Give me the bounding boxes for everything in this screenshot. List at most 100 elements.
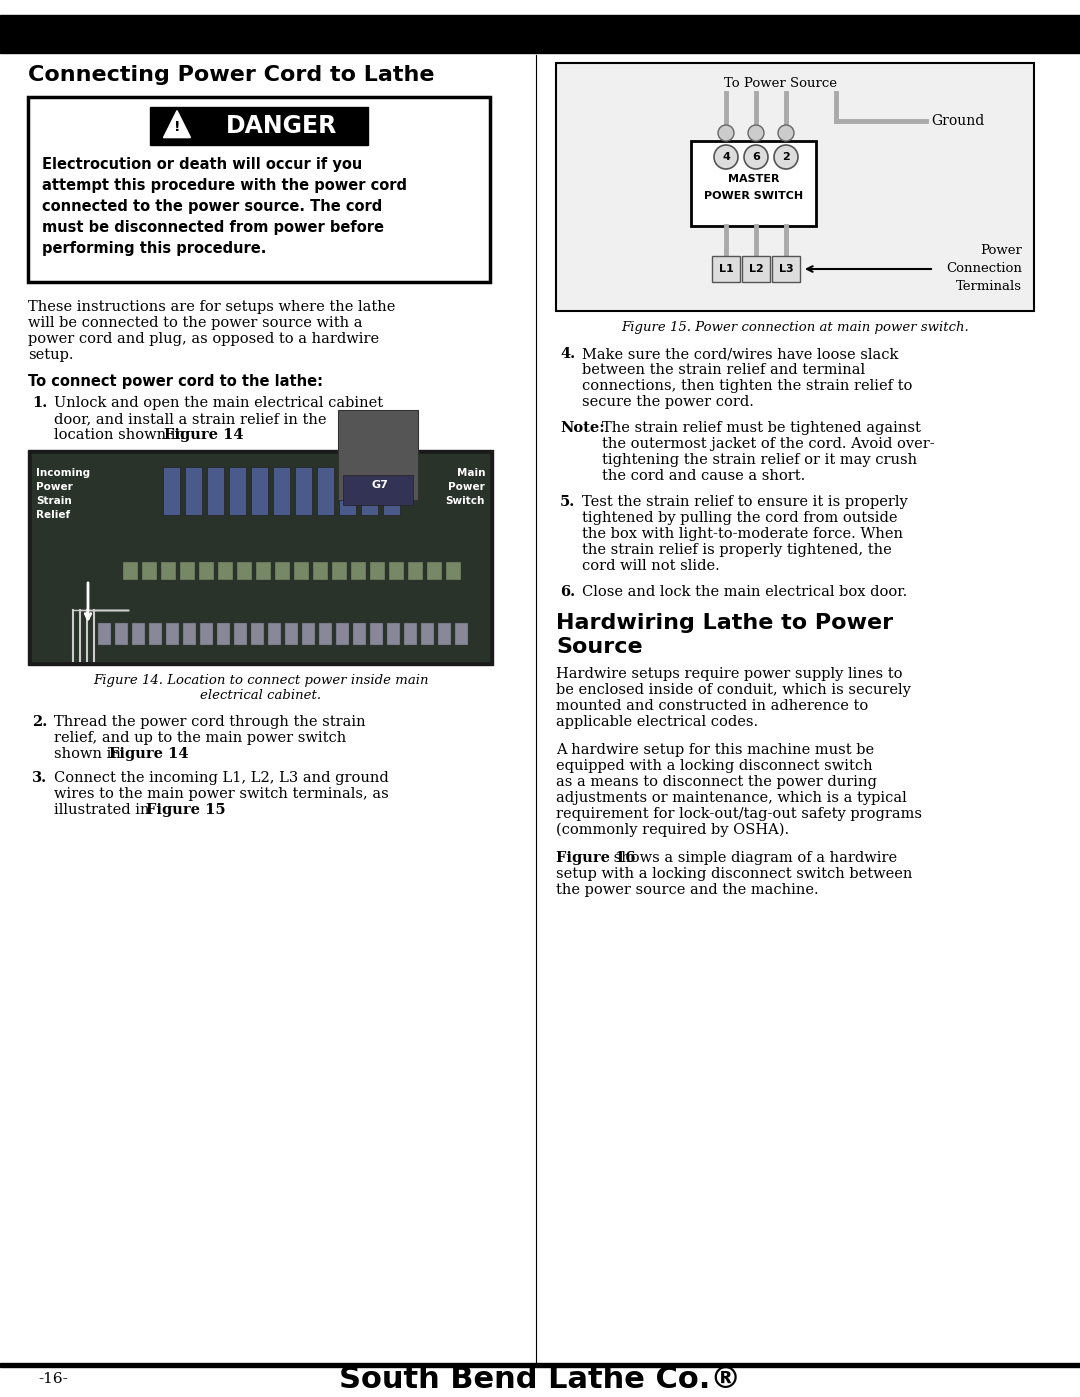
Bar — [361, 467, 378, 515]
Text: 6: 6 — [752, 152, 760, 162]
Text: setup.: setup. — [28, 348, 73, 362]
Bar — [370, 623, 383, 645]
Bar — [556, 63, 1034, 312]
Text: POWER SWITCH: POWER SWITCH — [704, 191, 804, 201]
Text: wires to the main power switch terminals, as: wires to the main power switch terminals… — [54, 787, 389, 800]
Bar — [446, 562, 461, 580]
Text: requirement for lock-out/tag-out safety programs: requirement for lock-out/tag-out safety … — [556, 807, 922, 821]
Bar — [251, 623, 264, 645]
Text: shown in: shown in — [54, 747, 125, 761]
Circle shape — [778, 124, 794, 141]
Text: Source: Source — [556, 637, 643, 657]
Bar — [336, 623, 349, 645]
Text: 2: 2 — [782, 152, 789, 162]
Bar — [141, 562, 157, 580]
Bar — [207, 467, 224, 515]
Bar — [742, 256, 770, 282]
Bar — [427, 562, 442, 580]
Bar — [389, 562, 404, 580]
Text: Note:: Note: — [561, 420, 605, 434]
Bar — [285, 623, 298, 645]
Text: connections, then tighten the strain relief to: connections, then tighten the strain rel… — [582, 379, 913, 393]
Text: Thread the power cord through the strain: Thread the power cord through the strain — [54, 715, 366, 729]
Bar — [150, 108, 368, 145]
Text: -16-: -16- — [38, 1372, 68, 1386]
Circle shape — [718, 124, 734, 141]
Bar — [313, 562, 328, 580]
Text: cord will not slide.: cord will not slide. — [582, 559, 719, 573]
Bar — [387, 623, 400, 645]
Text: location shown in: location shown in — [54, 427, 190, 441]
Text: between the strain relief and terminal: between the strain relief and terminal — [582, 363, 865, 377]
Bar — [199, 562, 214, 580]
Text: Power: Power — [36, 482, 72, 492]
Bar — [28, 96, 490, 282]
Text: the box with light-to-moderate force. When: the box with light-to-moderate force. Wh… — [582, 527, 903, 541]
Text: P R E P A R A T I O N: P R E P A R A T I O N — [441, 25, 639, 43]
Text: (commonly required by OSHA).: (commonly required by OSHA). — [556, 823, 789, 837]
Text: the strain relief is properly tightened, the: the strain relief is properly tightened,… — [582, 543, 892, 557]
Bar — [149, 623, 162, 645]
Bar — [217, 623, 230, 645]
Text: Connecting Power Cord to Lathe: Connecting Power Cord to Lathe — [28, 66, 434, 85]
Text: To connect power cord to the lathe:: To connect power cord to the lathe: — [28, 374, 323, 388]
Text: Electrocution or death will occur if you: Electrocution or death will occur if you — [42, 156, 362, 172]
Bar — [319, 623, 332, 645]
Bar — [353, 623, 366, 645]
Text: Power: Power — [448, 482, 485, 492]
Text: MASTER: MASTER — [728, 175, 780, 184]
Text: 1.: 1. — [32, 395, 48, 409]
Text: Figure 14. Location to connect power inside main: Figure 14. Location to connect power ins… — [93, 673, 429, 687]
Bar — [123, 562, 138, 580]
Text: shows a simple diagram of a hardwire: shows a simple diagram of a hardwire — [609, 851, 897, 865]
Bar — [237, 562, 252, 580]
Bar — [351, 562, 366, 580]
Text: be enclosed inside of conduit, which is securely: be enclosed inside of conduit, which is … — [556, 683, 910, 697]
Text: Main: Main — [457, 468, 485, 478]
Text: Figure 15: Figure 15 — [146, 803, 225, 817]
Bar — [0, 15, 1080, 18]
Text: applicable electrical codes.: applicable electrical codes. — [556, 715, 758, 729]
Bar — [0, 50, 1080, 53]
Text: mounted and constructed in adherence to: mounted and constructed in adherence to — [556, 698, 868, 712]
Text: These instructions are for setups where the lathe: These instructions are for setups where … — [28, 300, 395, 314]
Bar — [163, 467, 180, 515]
Text: 5.: 5. — [561, 495, 576, 509]
Text: adjustments or maintenance, which is a typical: adjustments or maintenance, which is a t… — [556, 791, 907, 805]
Bar — [343, 475, 413, 504]
Text: Figure 15. Power connection at main power switch.: Figure 15. Power connection at main powe… — [621, 321, 969, 334]
Bar — [302, 623, 315, 645]
Text: will be connected to the power source with a: will be connected to the power source wi… — [28, 316, 363, 330]
Bar — [98, 623, 111, 645]
Text: Hardwiring Lathe to Power: Hardwiring Lathe to Power — [556, 613, 893, 633]
Text: L3: L3 — [779, 264, 794, 274]
Text: 6.: 6. — [561, 585, 576, 599]
Text: 3.: 3. — [32, 771, 48, 785]
Bar — [318, 467, 334, 515]
Text: L2: L2 — [748, 264, 764, 274]
Circle shape — [744, 145, 768, 169]
Bar — [251, 467, 268, 515]
Bar — [339, 467, 356, 515]
Text: illustrated in: illustrated in — [54, 803, 154, 817]
Bar — [275, 562, 291, 580]
Text: door, and install a strain relief in the: door, and install a strain relief in the — [54, 412, 326, 426]
Text: relief, and up to the main power switch: relief, and up to the main power switch — [54, 731, 347, 745]
Text: tightening the strain relief or it may crush: tightening the strain relief or it may c… — [602, 453, 917, 467]
Text: the power source and the machine.: the power source and the machine. — [556, 883, 819, 897]
Text: Figure 14: Figure 14 — [109, 747, 188, 761]
Bar — [0, 18, 1080, 50]
Text: 2.: 2. — [32, 715, 48, 729]
Text: Figure 14: Figure 14 — [164, 427, 243, 441]
Bar — [404, 623, 417, 645]
Bar — [132, 623, 145, 645]
Text: Close and lock the main electrical box door.: Close and lock the main electrical box d… — [582, 585, 907, 599]
Circle shape — [748, 124, 764, 141]
Bar — [218, 562, 233, 580]
Text: setup with a locking disconnect switch between: setup with a locking disconnect switch b… — [556, 868, 913, 882]
Text: EVS Toolroom Lathes: EVS Toolroom Lathes — [28, 27, 180, 41]
Text: !: ! — [174, 120, 180, 134]
Bar — [712, 256, 740, 282]
Text: the cord and cause a short.: the cord and cause a short. — [602, 469, 806, 483]
Text: A hardwire setup for this machine must be: A hardwire setup for this machine must b… — [556, 743, 874, 757]
